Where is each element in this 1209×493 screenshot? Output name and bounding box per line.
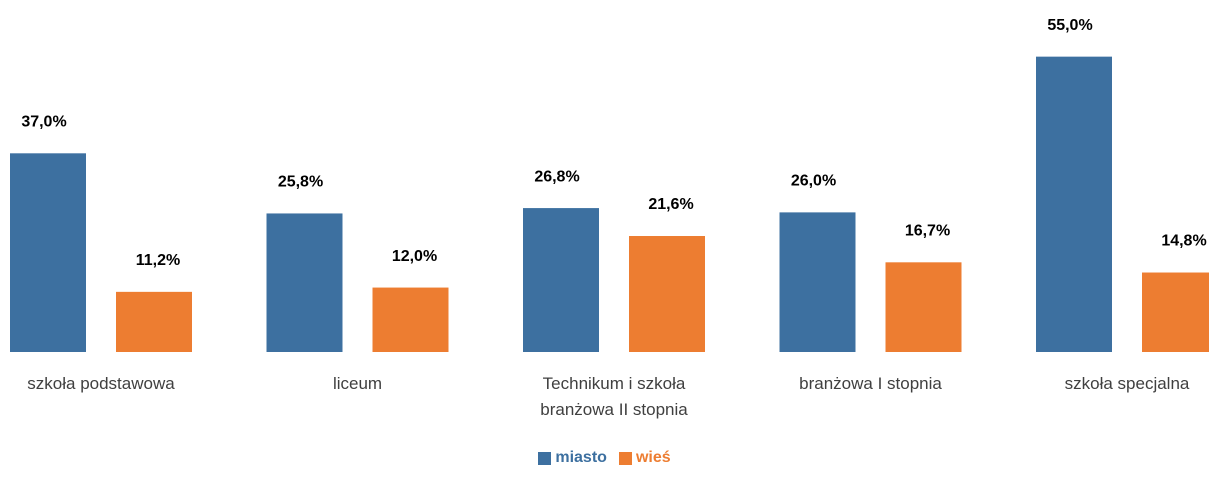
legend: miasto wieś [0,449,1209,470]
x-tick-label: szkoła specjalna [1064,374,1190,393]
legend-swatch [618,451,632,465]
value-label: 26,8% [534,168,579,185]
legend-swatch [538,451,552,465]
value-label: 12,0% [392,248,437,265]
value-label: 14,8% [1161,233,1206,250]
legend-label: miasto [555,449,607,466]
value-label: 11,2% [136,252,180,269]
bar [116,291,192,352]
legend-item: miasto [538,449,607,467]
x-tick-label: liceum [332,374,383,393]
value-label: 26,0% [791,173,836,190]
bar [10,153,86,352]
legend-item: wieś [618,449,671,467]
value-label: 21,6% [648,196,693,213]
bar [779,212,856,352]
bar [1142,272,1209,352]
x-tick-label: szkoła podstawowa [27,374,175,393]
x-tick-label: branżowa I stopnia [799,374,942,393]
bar [266,213,343,352]
bar [885,262,962,352]
value-label: 25,8% [278,174,323,191]
bar [372,287,449,352]
legend-label: wieś [635,449,671,466]
bar [629,236,705,352]
value-label: 55,0% [1047,17,1092,34]
bar [1036,56,1112,353]
value-label: 16,7% [905,223,950,240]
bar [523,208,599,352]
value-label: 37,0% [21,114,66,131]
x-tick-label: Technikum i szkoła branżowa II stopnia [540,374,688,419]
